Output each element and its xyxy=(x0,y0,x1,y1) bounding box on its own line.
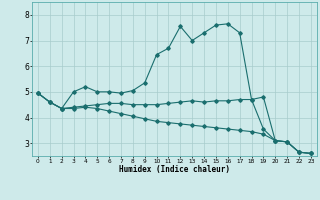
X-axis label: Humidex (Indice chaleur): Humidex (Indice chaleur) xyxy=(119,165,230,174)
